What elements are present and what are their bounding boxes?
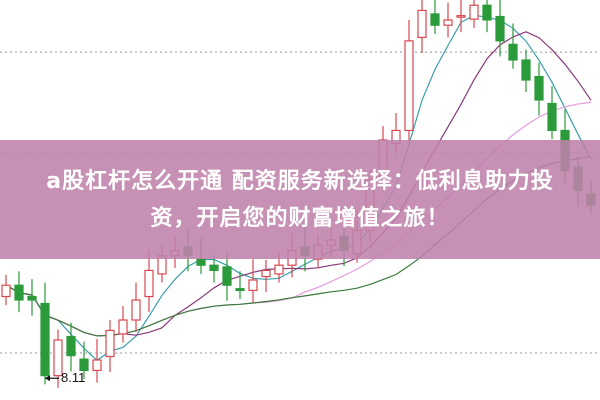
candle-body (131, 299, 141, 321)
candle-body (521, 59, 531, 81)
candle-body (469, 4, 479, 20)
candle-body (495, 15, 505, 42)
candle-body (430, 13, 440, 26)
ma5-line (5, 14, 592, 362)
candle-body (209, 264, 219, 272)
candle-body (417, 9, 427, 38)
candle-body (144, 269, 154, 298)
candle-body (482, 4, 492, 21)
candle-body (274, 264, 284, 275)
title-banner: a股杠杆怎么开通 配资服务新选择：低利息助力投 资，开启您的财富增值之旅！ (0, 140, 600, 259)
candle-body (196, 258, 206, 266)
candle-body (27, 295, 37, 301)
candle-body (66, 335, 76, 357)
title-line-2: 资，开启您的财富增值之旅！ (150, 205, 450, 231)
candle-body (235, 288, 245, 292)
candle-body (105, 329, 115, 358)
candle-body (508, 43, 518, 61)
low-price-label: 8.11 (61, 370, 86, 386)
candle-body (118, 319, 128, 335)
low-marker-arrowhead (45, 375, 50, 382)
candle-body (248, 279, 258, 292)
title-line-1: a股杠杆怎么开通 配资服务新选择：低利息助力投 (46, 168, 554, 194)
candle-body (534, 75, 544, 101)
candle-body (14, 284, 24, 301)
candle-body (1, 284, 11, 298)
candle-body (222, 266, 232, 286)
candle-body (456, 15, 466, 18)
candle-body (261, 269, 271, 278)
candle-body (79, 358, 89, 372)
candle-body (404, 40, 414, 132)
candle-body (92, 359, 102, 372)
candle-body (443, 19, 453, 26)
candle-body (547, 102, 557, 132)
candle-body (40, 302, 50, 377)
candle-body (53, 339, 63, 377)
